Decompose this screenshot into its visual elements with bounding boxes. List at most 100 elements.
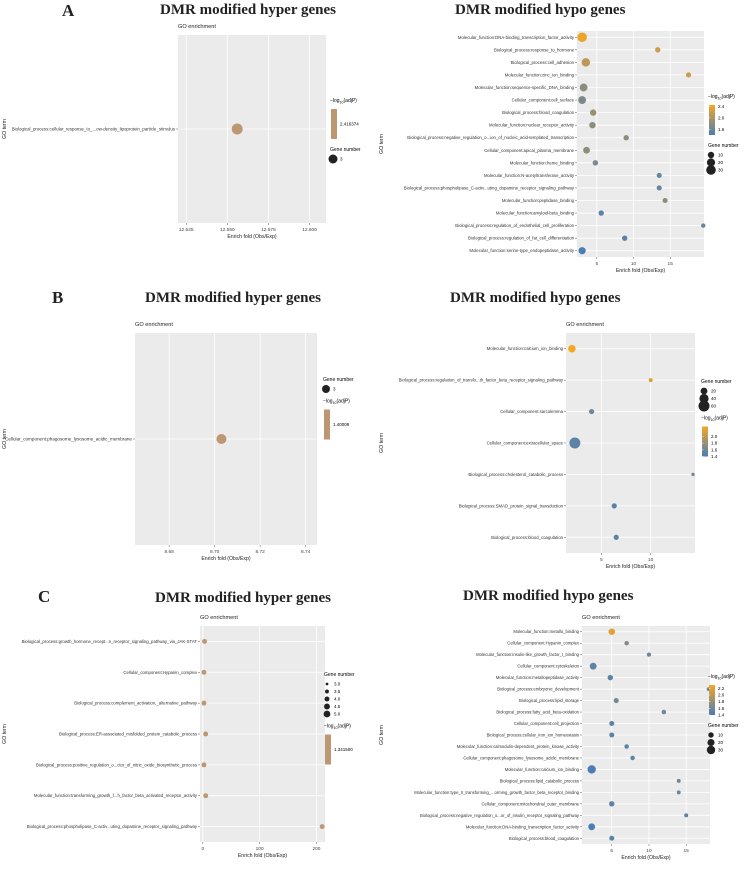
legend-color-label: 2.416374 — [340, 122, 359, 127]
data-point — [203, 731, 209, 737]
chart-title: GO enrichment — [135, 322, 173, 328]
legend-size-dot — [707, 151, 715, 159]
go-term-label: Molecular_function:insulin-like_growth_f… — [476, 652, 580, 657]
go-term-label: Biological_process:response_to_hormone — [494, 47, 575, 52]
chart-c-hypo: 5 10 15 Molecular_function:metallo_binding C… — [379, 615, 739, 861]
legend-size-label: 30 — [718, 748, 724, 753]
legend-size-dot — [706, 745, 716, 755]
go-term-label: Molecular_function:zinc_ion_binding — [505, 72, 575, 77]
x-axis-label: Enrich fold (Obs/Exp) — [238, 853, 288, 859]
go-term-label: Cellular_component:phagosome_lysosome_ac… — [463, 755, 579, 760]
go-term-label: Cellular_component:cell_surface — [512, 98, 575, 103]
data-point — [662, 197, 668, 204]
chart-title: GO enrichment — [566, 322, 604, 328]
legend-color-label: 1.6 — [711, 447, 718, 452]
x-tick-label: 8.72 — [255, 549, 265, 555]
data-point — [202, 638, 208, 644]
legend-size-dot — [328, 154, 338, 164]
data-point — [646, 652, 652, 657]
chart-title: GO enrichment — [200, 615, 238, 621]
data-point — [656, 172, 662, 178]
panel-label-b: B — [52, 288, 64, 307]
go-term-label: Molecular_function:type_II_transforming_… — [414, 790, 579, 795]
data-point — [587, 765, 596, 774]
legend-color-label: 2.0 — [718, 693, 725, 698]
legend-size-dot — [706, 158, 716, 167]
panel-label-c: C — [38, 587, 51, 606]
data-point — [577, 32, 587, 43]
go-term-label: Biological_process:regulation_of_fat_cel… — [468, 236, 575, 241]
data-point — [607, 674, 613, 681]
data-point — [588, 408, 595, 415]
go-term-label: Molecular_function:amyloid-beta_binding — [496, 211, 575, 216]
legend-size-dot — [324, 696, 330, 702]
go-term-label: Biological_process:negative_regulation_o… — [407, 135, 574, 140]
legend-color-title: −log10(adjP) — [323, 399, 350, 406]
legend-color-title: −log10(adjP) — [330, 98, 357, 105]
legend-size-label: 10 — [718, 153, 724, 158]
data-point — [686, 72, 692, 78]
data-point — [676, 790, 681, 795]
data-point — [578, 247, 586, 255]
chart-a-hypo: 5 10 15 Molecular_function:DNA-binding_tran… — [379, 31, 739, 274]
x-tick-label: 12.575 — [261, 227, 276, 233]
legend-color-title: −log10(adjP) — [708, 94, 735, 101]
plot-background — [577, 31, 704, 257]
go-term-label: Cellular_component:Hypanin_complex — [507, 641, 580, 646]
chart-c-hyper: 0 100 200 Biological_process:growth_hormone… — [2, 615, 355, 859]
data-point — [592, 160, 599, 166]
legend-size-dot — [700, 387, 708, 395]
chart-title: GO enrichment — [178, 24, 216, 30]
data-point — [630, 755, 635, 761]
go-term-label: Biological_process:blood_coagulation — [509, 836, 580, 841]
legend-size-dot — [325, 689, 329, 694]
data-point — [569, 437, 581, 449]
x-tick-label: 5 — [600, 557, 603, 563]
legend-size-label: 5.0 — [334, 712, 341, 717]
data-point — [319, 824, 325, 830]
y-axis-label: GO term — [379, 134, 385, 154]
data-point — [624, 640, 629, 646]
go-term-label: Biological_process:growth_hormone_recept… — [22, 639, 198, 644]
go-term-label: Cellular_component:cell_projection — [514, 721, 580, 726]
x-axis-label: Enrich fold (Obs/Exp) — [606, 564, 656, 570]
x-tick-label: 8.70 — [210, 549, 220, 555]
panel-a-hyper-title: DMR modified hyper genes — [160, 2, 336, 18]
y-axis-label: GO term — [379, 725, 385, 745]
panel-b-hyper-title: DMR modified hyper genes — [145, 290, 321, 306]
legend-colorbar — [325, 734, 331, 765]
legend-size-dot — [324, 703, 330, 710]
go-term-label: Molecular_function:metallo_binding — [513, 629, 579, 634]
go-term-label: Biological_process:embryonic_development — [497, 687, 580, 692]
legend-size-label: 60 — [711, 404, 717, 409]
go-term-label: Molecular_function:calcium_ion_binding — [505, 767, 580, 772]
data-point — [691, 472, 695, 477]
legend-size-title: Gene number — [330, 147, 361, 153]
go-term-label: Molecular_function:DNA-binding_transcrip… — [466, 824, 580, 829]
legend-color-label: 1.4 — [711, 454, 718, 459]
legend-color-title: −log10(adjP) — [701, 416, 728, 423]
go-term-label: Molecular_function:sequence-specific_DNA… — [475, 85, 575, 90]
x-tick-label: 12.550 — [220, 227, 235, 233]
legend-color-label: 2.4 — [718, 104, 725, 109]
data-point — [613, 534, 619, 540]
x-tick-label: 5 — [595, 261, 598, 267]
data-point — [581, 58, 591, 67]
data-point — [609, 801, 615, 807]
chart-b-hyper: 8.68 8.70 8.72 8.74 Cellular_component:phago… — [2, 322, 354, 562]
go-term-label: Cellular_component:phagosome_lysosome_ac… — [5, 437, 132, 442]
go-term-label: Molecular_function:calmodulin-dependent_… — [457, 744, 580, 749]
legend-size-title: Gene number — [708, 723, 739, 729]
legend-size-dot — [708, 732, 714, 738]
legend-size-dot — [322, 385, 330, 393]
x-axis-label: Enrich fold (Obs/Exp) — [201, 556, 251, 562]
legend-size-label: 3 — [333, 387, 336, 392]
data-point — [655, 47, 661, 53]
x-tick-label: 8.74 — [301, 549, 311, 555]
go-term-label: Biological_process:phospholipase_C-activ… — [27, 824, 198, 829]
go-term-label: Molecular_function:DNA-binding_transcrip… — [458, 35, 575, 40]
legend-color-label: 1.8 — [718, 699, 725, 704]
y-axis-label: GO term — [2, 724, 8, 744]
go-term-label: Biological_process:blood_coagulation — [491, 535, 564, 540]
